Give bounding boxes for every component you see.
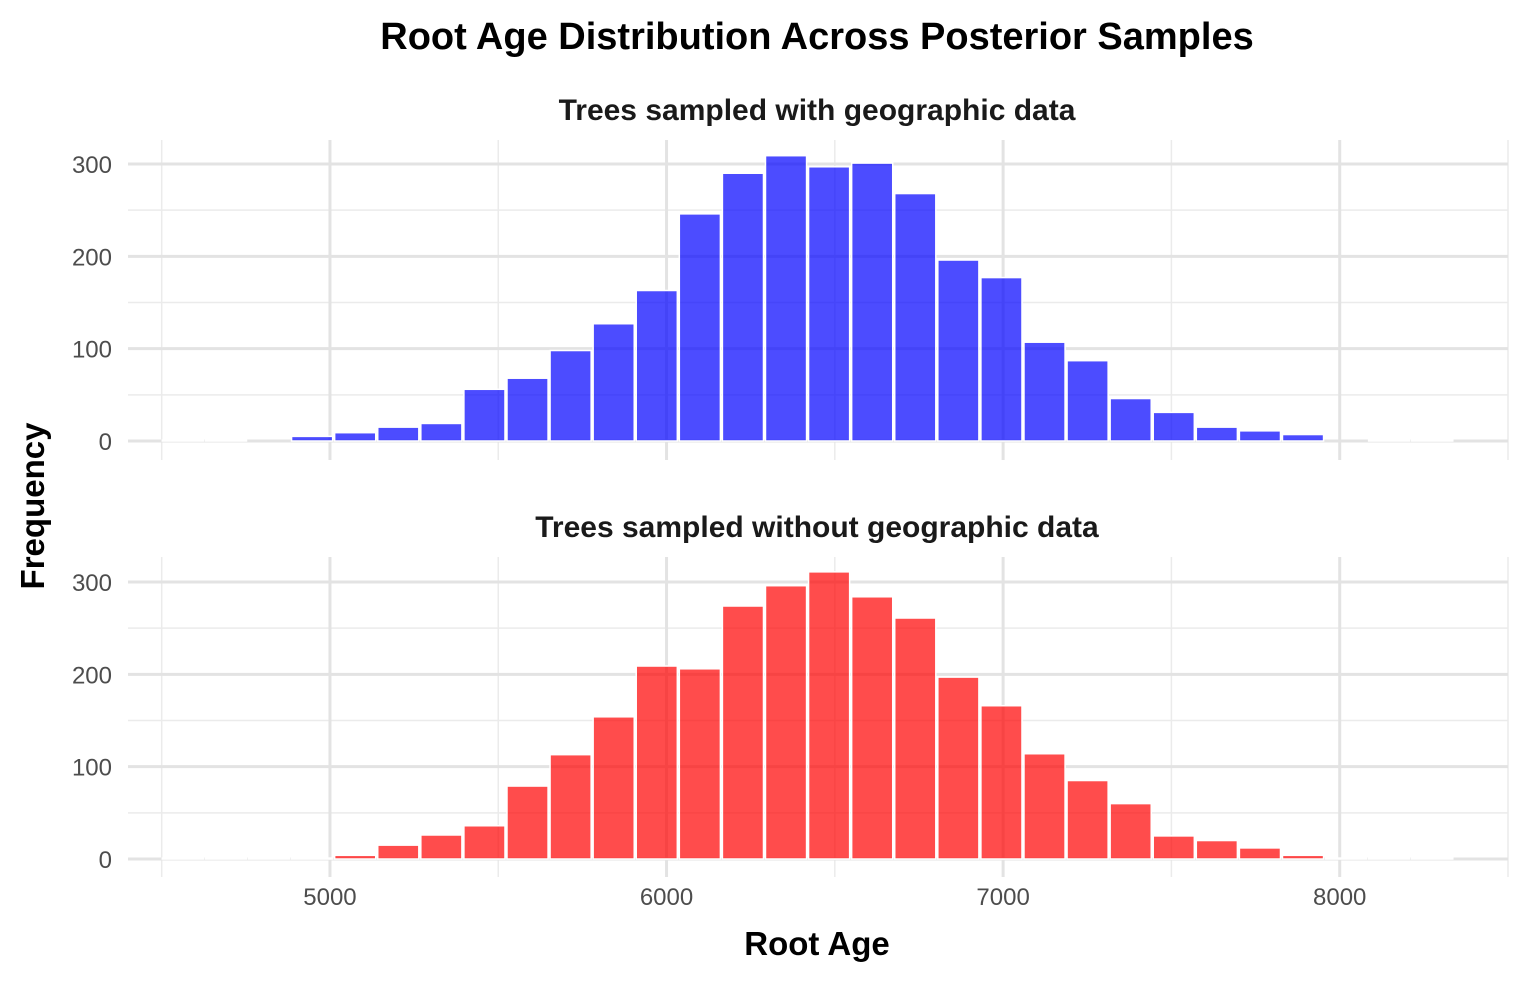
panel-label: Trees sampled with geographic data [559, 94, 1076, 127]
histogram-bar [1066, 359, 1109, 442]
histogram-bar [204, 439, 248, 442]
histogram-bar [290, 857, 334, 860]
histogram-bar [807, 166, 851, 442]
histogram-bar [376, 426, 420, 442]
histogram-bar [161, 439, 205, 442]
histogram-bar [506, 377, 549, 442]
chart-title: Root Age Distribution Across Posterior S… [380, 16, 1253, 58]
histogram-bar [463, 388, 506, 442]
histogram-bar [333, 431, 377, 442]
histogram-bar [764, 584, 808, 860]
panel-with-geographic-data: Trees sampled with geographic data 0 100 20… [72, 94, 1509, 460]
x-tick-label: 7000 [976, 884, 1029, 911]
histogram-bar [721, 605, 765, 860]
histogram-bar [1023, 752, 1066, 860]
histogram-bar [549, 753, 592, 860]
histogram-bar [1410, 439, 1454, 442]
y-tick-label: 0 [99, 429, 112, 456]
histogram-bar [678, 668, 722, 860]
y-axis-title: Frequency [14, 422, 51, 590]
histogram-bar [678, 213, 722, 442]
y-tick-label: 300 [72, 570, 112, 597]
histogram-bar [161, 857, 205, 860]
histogram-bar [1367, 857, 1411, 860]
histogram-bar [592, 322, 635, 442]
histogram-bar [1367, 439, 1411, 442]
histogram-bar [721, 172, 765, 442]
histogram-bar [1195, 839, 1239, 860]
x-tick-label: 5000 [303, 884, 356, 911]
histogram-bar [1324, 857, 1368, 860]
histogram-bar [635, 665, 679, 860]
histogram-bar [420, 422, 463, 442]
histogram-bar [1066, 779, 1109, 860]
histogram-bar [893, 617, 937, 860]
histogram-bar [333, 854, 377, 860]
histogram-bar [937, 676, 980, 860]
panel-label: Trees sampled without geographic data [535, 511, 1099, 544]
histogram-bar [1238, 847, 1282, 860]
histogram-bar [1109, 397, 1152, 442]
histogram-bar [1281, 854, 1325, 860]
histogram-bar [204, 857, 248, 860]
histogram-bar [1109, 802, 1152, 860]
x-axis-title: Root Age [744, 925, 889, 962]
histogram-bar [807, 571, 851, 860]
histogram-bar [980, 276, 1023, 442]
x-tick-label: 8000 [1313, 884, 1366, 911]
histogram-bar [463, 825, 506, 860]
y-tick-label: 200 [72, 662, 112, 689]
y-tick-label: 200 [72, 244, 112, 271]
panel-without-geographic-data: Trees sampled without geographic data 0 10… [72, 511, 1509, 877]
histogram-bar [764, 154, 808, 442]
histogram-bar [376, 844, 420, 860]
histogram-bar [1281, 433, 1325, 442]
histogram-bar [893, 192, 937, 442]
histogram-bar [290, 435, 334, 442]
histogram-bar [937, 259, 980, 442]
y-tick-label: 100 [72, 755, 112, 782]
histogram-bar [1238, 430, 1282, 442]
histogram-bar [506, 785, 549, 860]
histogram-bar [850, 162, 894, 442]
x-axis-ticks: 5000 6000 7000 8000 [303, 884, 1366, 911]
histogram-bar [1410, 857, 1454, 860]
histogram-bar [635, 289, 679, 442]
histogram-bar [592, 716, 635, 860]
histogram-bar [980, 704, 1023, 860]
y-tick-label: 100 [72, 337, 112, 364]
histogram-bar [420, 834, 463, 860]
histogram-bar [549, 349, 592, 442]
x-tick-label: 6000 [640, 884, 693, 911]
y-tick-label: 300 [72, 152, 112, 179]
histogram-bar [1195, 426, 1239, 442]
histogram-bar [1152, 411, 1196, 442]
histogram-bar [850, 596, 894, 860]
histogram-bar [247, 857, 291, 860]
y-tick-label: 0 [99, 847, 112, 874]
histogram-bar [1023, 341, 1066, 442]
histogram-bar [1152, 835, 1196, 860]
